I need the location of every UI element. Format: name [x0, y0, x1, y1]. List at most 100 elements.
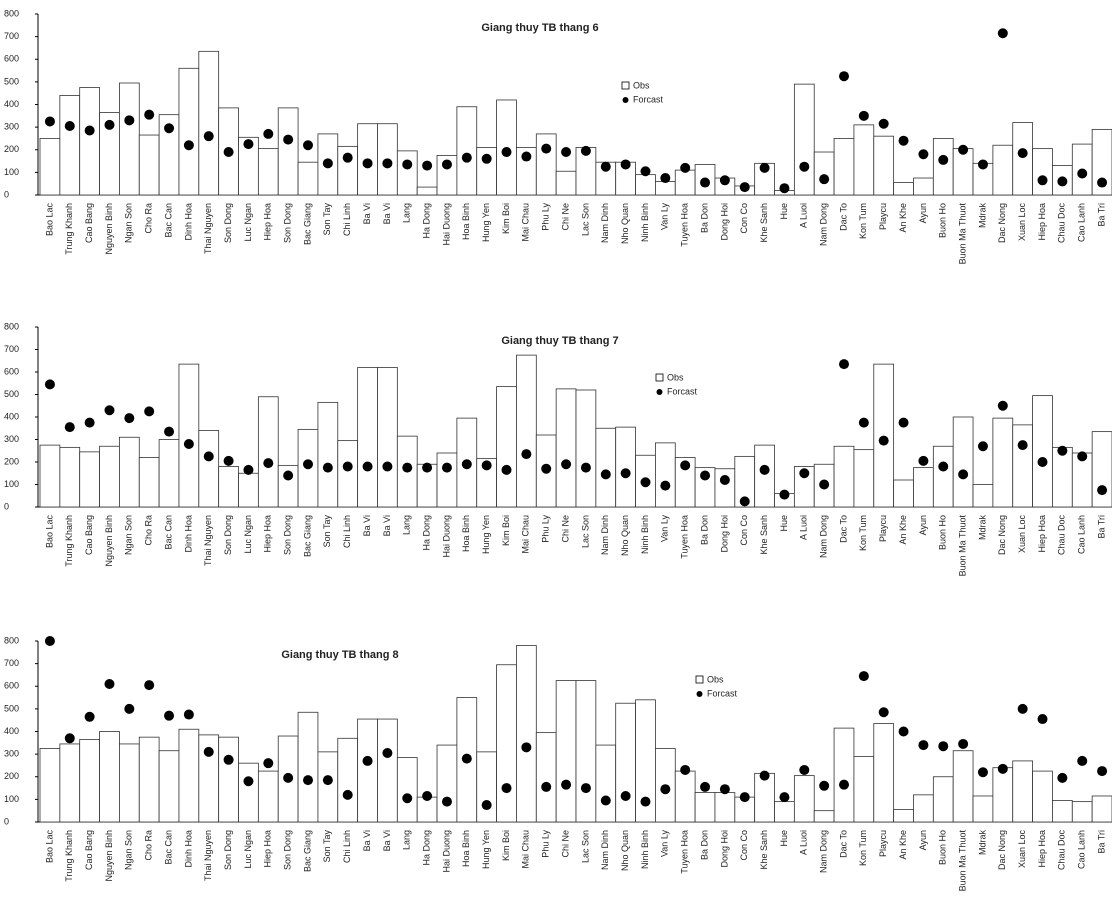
forecast-dot — [819, 780, 830, 791]
x-tick-label: Ba Tri — [1096, 515, 1106, 539]
bar — [377, 718, 398, 823]
x-tick-label: Khe Sanh — [759, 515, 769, 555]
forecast-dot — [422, 462, 433, 473]
forecast-dot — [124, 703, 135, 714]
x-tick-label: Hiep Hoa — [263, 830, 273, 868]
x-tick-label: Ba Vi — [382, 203, 392, 224]
forecast-dot — [719, 175, 730, 186]
y-tick-label: 500 — [4, 76, 19, 86]
forecast-dot — [283, 470, 294, 481]
forecast-dot — [144, 109, 155, 120]
forecast-dot — [1057, 772, 1068, 783]
forecast-dot — [977, 441, 988, 452]
y-tick-label: 200 — [4, 456, 19, 466]
forecast-dot — [402, 793, 413, 804]
bar — [655, 442, 676, 508]
x-tick-label: Dac To — [838, 203, 848, 231]
x-tick-label: A Luoi — [799, 515, 809, 540]
bar — [257, 396, 279, 508]
forecast-dot — [521, 742, 532, 753]
forecast-dot — [283, 772, 294, 783]
bar — [813, 151, 835, 196]
x-tick-label: Nam Dinh — [600, 515, 610, 555]
forecast-dot — [958, 469, 969, 480]
forecast-dot — [461, 753, 472, 764]
forecast-dot — [938, 741, 949, 752]
forecast-dot — [640, 166, 651, 177]
bar — [119, 743, 140, 823]
forecast-dot — [342, 461, 353, 472]
forecast-dot — [303, 459, 313, 470]
x-tick-label: Phu Ly — [541, 515, 551, 543]
bar — [297, 711, 319, 823]
forecast-dot — [342, 789, 353, 800]
bar — [436, 452, 458, 508]
forecast-dot — [938, 154, 949, 165]
y-tick-label: 200 — [4, 144, 19, 154]
x-tick-label: Nho Quan — [620, 830, 630, 871]
bar — [615, 702, 636, 823]
bar — [873, 363, 895, 508]
x-tick-label: Lac Son — [580, 203, 590, 236]
x-tick-label: Lang — [402, 515, 412, 535]
bar — [893, 479, 914, 508]
forecast-dot — [1037, 175, 1048, 186]
bar — [496, 386, 517, 508]
x-tick-label: Nam Dinh — [600, 203, 610, 243]
bar — [1012, 424, 1033, 508]
x-tick-label: Luc Ngan — [243, 830, 253, 869]
bar — [833, 727, 855, 823]
forecast-dot — [64, 422, 75, 433]
bar — [595, 744, 617, 823]
bar — [99, 731, 120, 823]
forecast-dot — [839, 359, 849, 370]
forecast-dot — [541, 463, 552, 474]
x-tick-label: Buon Ho — [938, 203, 948, 238]
forecast-dot — [521, 151, 532, 162]
forecast-dot — [779, 183, 790, 194]
bar — [178, 67, 200, 196]
y-tick-label: 600 — [4, 366, 19, 376]
x-tick-label: Van Ly — [660, 515, 670, 543]
x-tick-label: Thai Nguyen — [203, 830, 213, 881]
forecast-dot — [263, 458, 274, 469]
x-tick-label: Thai Nguyen — [203, 515, 213, 566]
y-tick-label: 0 — [4, 501, 9, 511]
forecast-dot — [461, 459, 472, 470]
x-tick-label: Mai Chau — [521, 830, 531, 869]
x-tick-label: Kon Tum — [858, 515, 868, 551]
bar — [972, 484, 994, 508]
forecast-dot — [64, 733, 75, 744]
bar — [833, 445, 855, 508]
bar — [932, 138, 954, 196]
x-tick-label: Ba Vi — [362, 515, 372, 536]
forecast-dot — [164, 123, 175, 134]
bar — [218, 466, 239, 508]
x-tick-label: Hai Duong — [441, 203, 451, 246]
forecast-dot — [878, 707, 889, 718]
bar — [277, 107, 299, 196]
forecast-dot — [580, 783, 591, 794]
y-tick-label: 400 — [4, 99, 19, 109]
forecast-dot — [997, 763, 1008, 774]
x-tick-label: Phu Ly — [541, 203, 551, 231]
forecast-dot — [144, 406, 155, 417]
x-tick-label: Chau Doc — [1057, 203, 1067, 244]
x-tick-label: Tuyen Hoa — [680, 203, 690, 247]
forecast-dot — [481, 153, 492, 164]
x-tick-label: Ba Vi — [362, 830, 372, 851]
x-tick-label: Ha Dong — [421, 203, 431, 239]
x-tick-label: Bac Giang — [302, 830, 312, 872]
bar — [198, 50, 220, 196]
x-tick-label: Hai Duong — [441, 515, 451, 558]
bar — [357, 718, 378, 823]
bar — [79, 451, 100, 508]
forecast-dot — [84, 417, 95, 428]
forecast-dot — [1017, 440, 1028, 451]
x-tick-label: Hoa Binh — [461, 203, 471, 240]
bar — [396, 150, 418, 196]
forecast-dot — [918, 740, 929, 751]
x-tick-label: An Khe — [898, 515, 908, 545]
bar — [1032, 770, 1053, 823]
forecast-dot — [223, 147, 234, 158]
